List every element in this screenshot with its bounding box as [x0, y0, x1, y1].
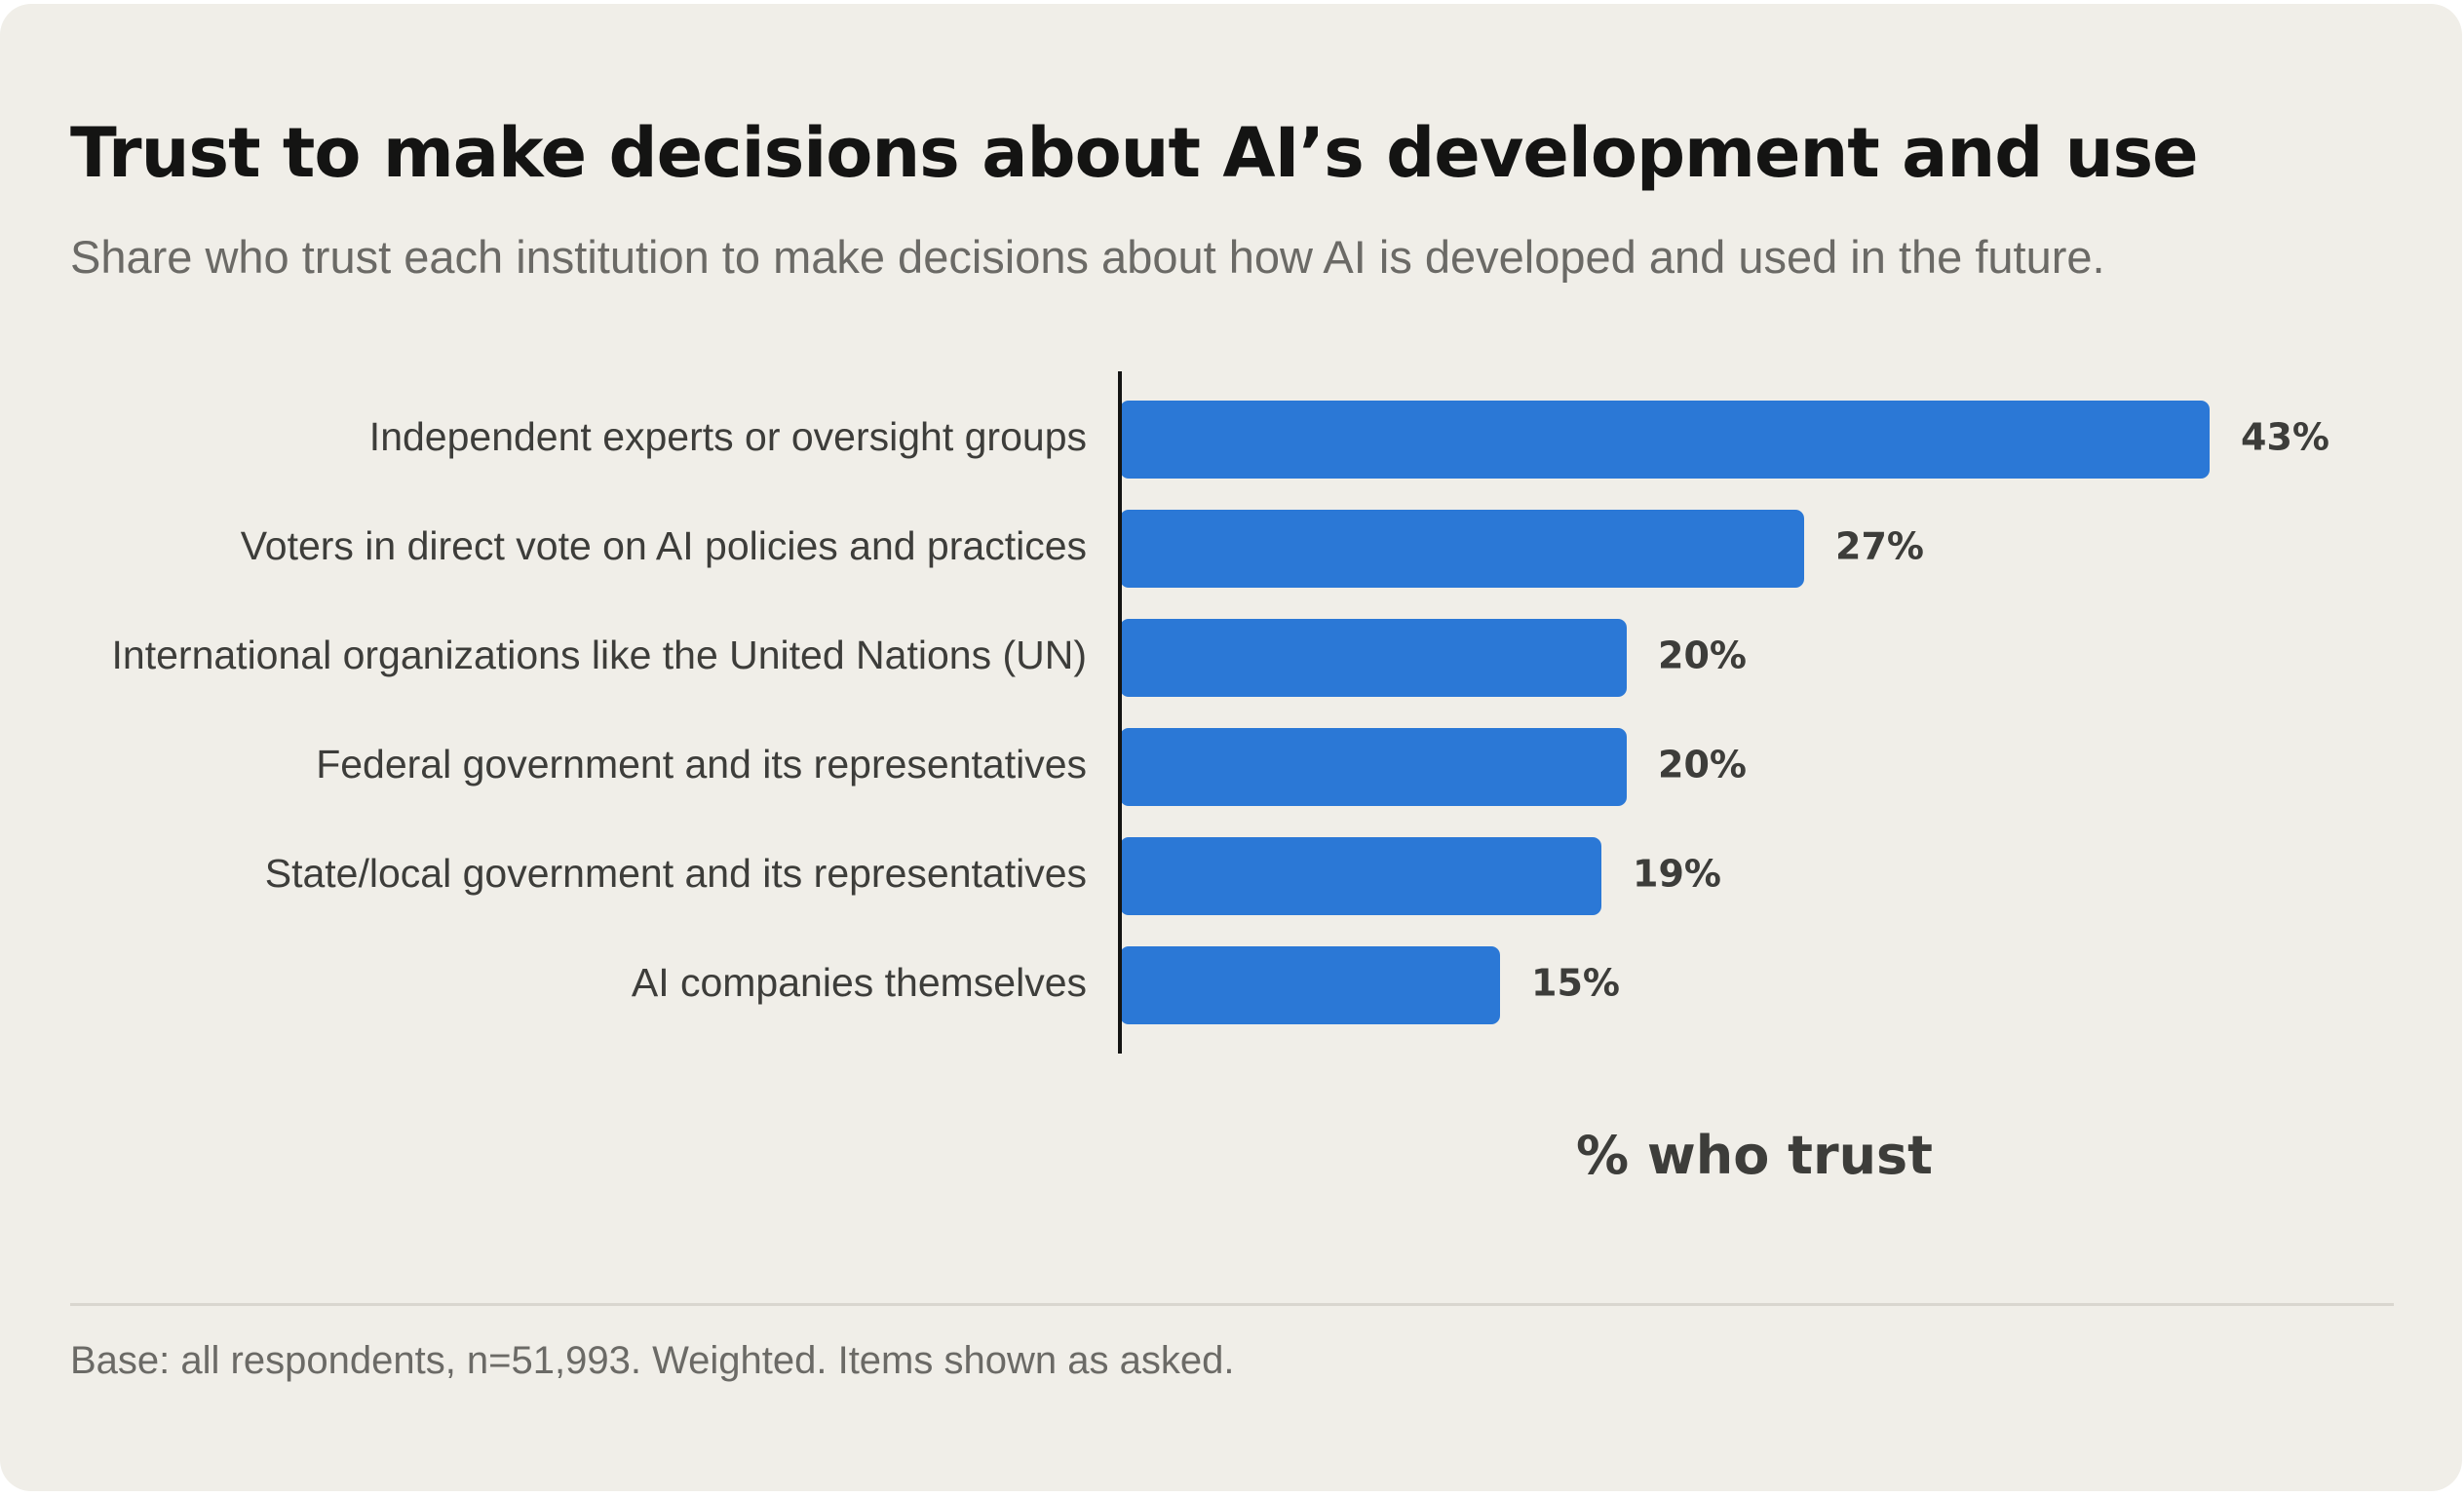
- chart-subtitle: Share who trust each institution to make…: [70, 231, 2105, 283]
- footer-divider: [70, 1303, 2394, 1306]
- bars-group: Independent experts or oversight groups 4…: [112, 401, 2329, 1024]
- category-label: Independent experts or oversight groups: [369, 414, 1087, 459]
- bar: [1120, 837, 1601, 915]
- x-axis-label: % who trust: [1576, 1125, 1933, 1186]
- chart-title: Trust to make decisions about AI’s devel…: [70, 113, 2199, 193]
- category-label: Federal government and its representativ…: [316, 742, 1087, 787]
- value-label: 43%: [2241, 416, 2329, 459]
- bar: [1120, 510, 1804, 588]
- bar: [1120, 619, 1627, 697]
- bar-chart: Independent experts or oversight groups 4…: [112, 371, 2329, 1186]
- category-label: International organizations like the Uni…: [112, 633, 1087, 677]
- value-label: 19%: [1633, 853, 1721, 896]
- footnote: Base: all respondents, n=51,993. Weighte…: [70, 1339, 1235, 1382]
- value-label: 27%: [1835, 525, 1924, 568]
- bar: [1120, 401, 2210, 479]
- category-label: AI companies themselves: [632, 960, 1087, 1005]
- bar: [1120, 728, 1627, 806]
- value-label: 20%: [1658, 634, 1747, 677]
- category-label: Voters in direct vote on AI policies and…: [241, 523, 1087, 568]
- value-label: 20%: [1658, 744, 1747, 787]
- bar: [1120, 946, 1500, 1024]
- value-label: 15%: [1531, 962, 1620, 1005]
- category-label: State/local government and its represent…: [265, 851, 1087, 896]
- chart-card: Trust to make decisions about AI’s devel…: [0, 4, 2462, 1491]
